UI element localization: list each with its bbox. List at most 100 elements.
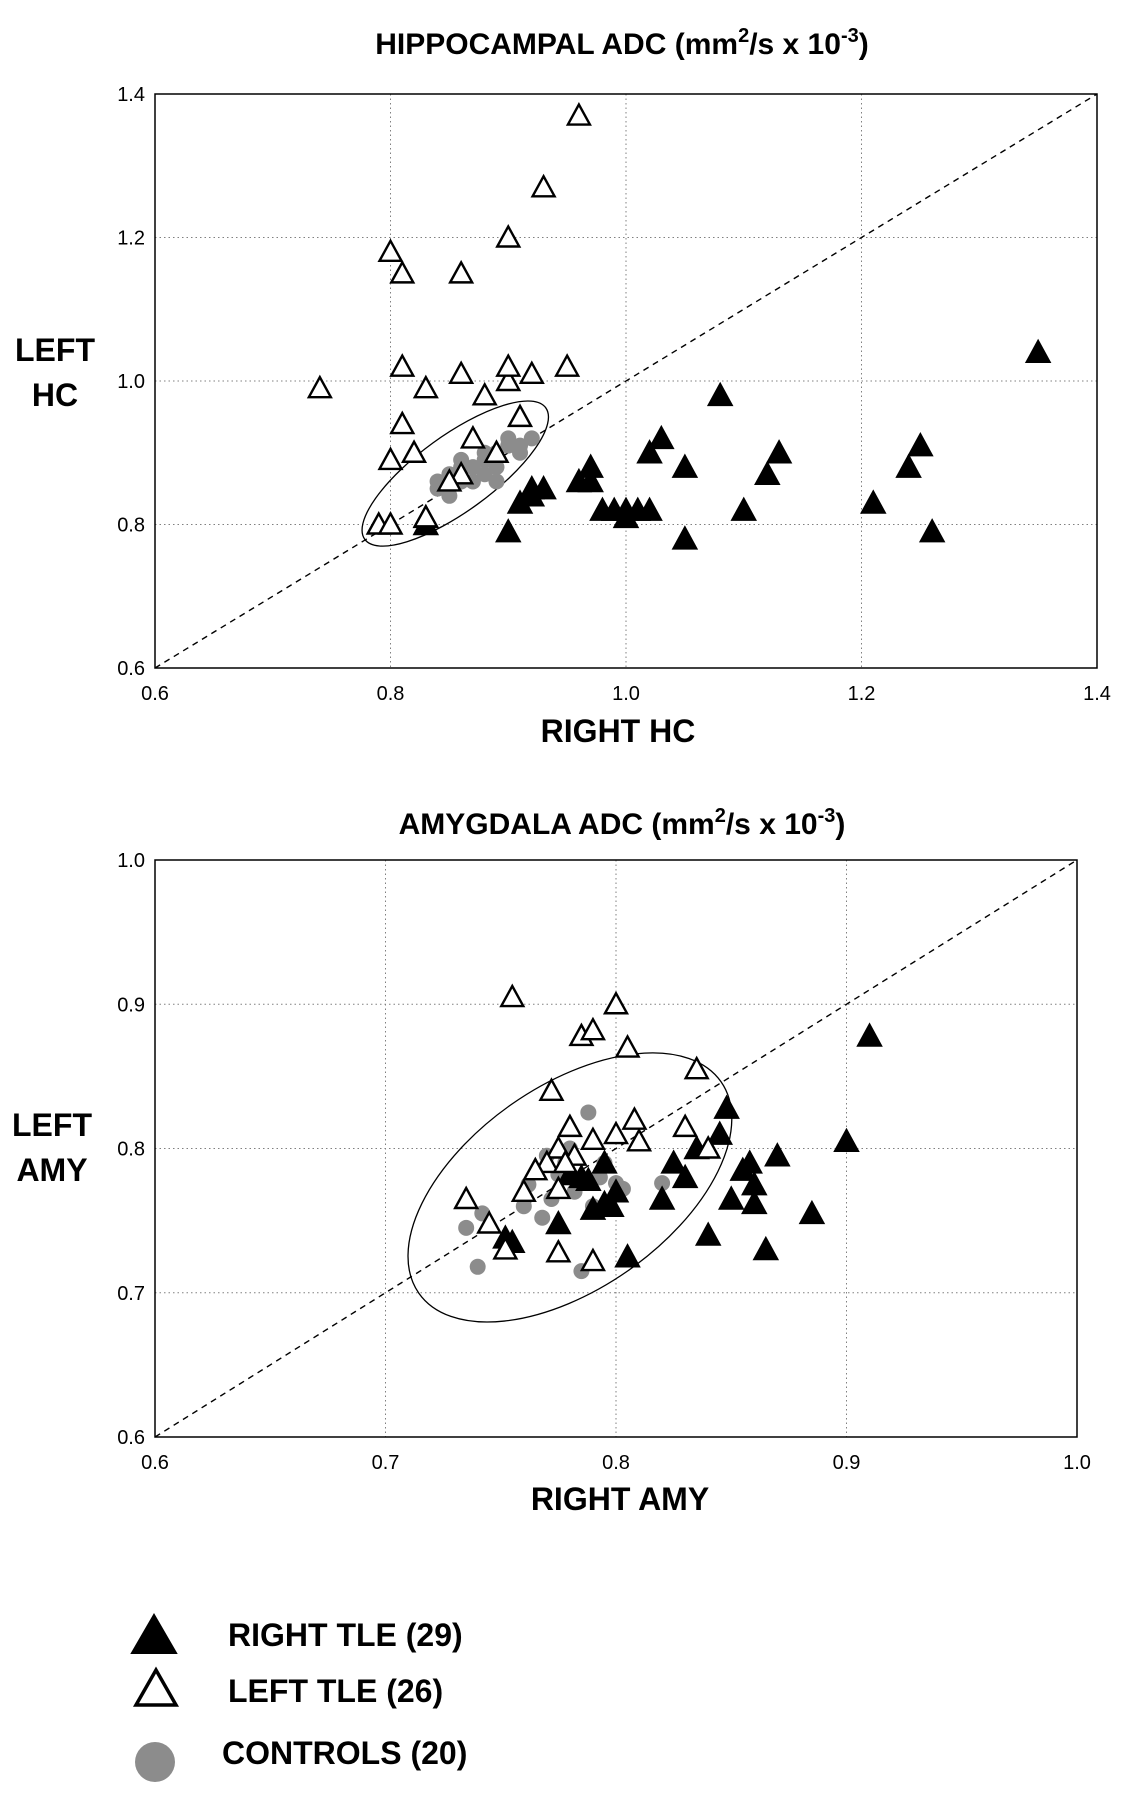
amygdala-right-tle-point [736, 1149, 763, 1174]
amygdala-right-tle-point [741, 1189, 768, 1215]
hippocampal-x-tick-label: 0.6 [141, 683, 169, 705]
hippocampal-grid [155, 94, 1097, 668]
hippocampal-right-tle-point [895, 453, 922, 478]
hippocampal-right-tle-point [577, 467, 604, 493]
hippocampal-y-tick-label: 1.2 [117, 228, 145, 250]
hippocampal-right-tle-point [706, 381, 734, 407]
amygdala-control-point [469, 1258, 486, 1275]
amygdala-x-tick-label: 0.8 [602, 1452, 630, 1474]
amygdala-y-label-line1: LEFT [12, 1107, 92, 1143]
amygdala-right-tle-point [660, 1149, 687, 1174]
amygdala-control-ellipse [407, 1052, 733, 1323]
hippocampal-right-tle-point [636, 496, 663, 521]
amygdala-left-tle-point [672, 1113, 699, 1138]
hippocampal-right-tle-point [907, 432, 934, 457]
hippocampal-right-tle-point [754, 460, 781, 486]
hippocampal-left-tle-point [471, 381, 498, 406]
legend: RIGHT TLE (29) LEFT TLE (26) CONTROLS (2… [130, 1613, 467, 1782]
amygdala-chart-title: AMYGDALA ADC (mm2/s x 10-3) [399, 805, 846, 841]
amygdala-x-tick-label: 0.9 [833, 1452, 861, 1474]
hippocampal-left-tle-point [448, 259, 475, 284]
hippocampal-left-tle-point [389, 353, 416, 377]
amygdala-right-tle-point [648, 1185, 676, 1210]
hippocampal-right-tle-point [671, 453, 699, 478]
legend-right-tle-marker [130, 1613, 178, 1654]
amygdala-left-tle-point [476, 1210, 503, 1234]
hippocampal-left-tle-point [377, 446, 404, 471]
hippocampal-control-point [488, 459, 505, 476]
amygdala-y-tick-label: 0.9 [117, 994, 145, 1016]
legend-controls-label: CONTROLS (20) [222, 1735, 467, 1771]
hippocampal-right-tle-point [494, 518, 522, 543]
legend-left-tle-marker [132, 1666, 180, 1707]
amygdala-y-tick-label: 0.6 [117, 1427, 145, 1449]
hippocampal-left-tle-point [495, 367, 522, 392]
amygdala-y-tick-label: 0.7 [117, 1283, 145, 1305]
hippocampal-x-ticks: 0.6 0.8 1.0 1.2 1.4 [141, 683, 1111, 705]
hippocampal-left-tle-point [389, 410, 416, 435]
amygdala-plot-frame [154, 859, 1078, 1438]
amygdala-chart: AMYGDALA ADC (mm2/s x 10-3) 0.6 0.7 0.8 0.9… [12, 805, 1091, 1517]
hippocampal-left-tle-point [448, 460, 475, 485]
amygdala-x-label: RIGHT AMY [531, 1481, 709, 1517]
hippocampal-control-point [476, 466, 493, 483]
amygdala-right-tle-point [545, 1209, 572, 1235]
hippocampal-y-tick-label: 0.8 [117, 515, 145, 537]
amygdala-control-point [458, 1219, 475, 1236]
hippocampal-left-tle-point [518, 360, 545, 385]
hippocampal-control-point [523, 430, 540, 447]
amygdala-control-point [515, 1198, 532, 1215]
amygdala-left-tle-point [545, 1175, 572, 1200]
hippocampal-right-tle-point [918, 518, 946, 543]
hippocampal-left-tle-point [495, 224, 522, 248]
hippocampal-y-label-line1: LEFT [15, 332, 95, 368]
amygdala-control-point [534, 1209, 551, 1226]
amygdala-right-tle-point [614, 1243, 641, 1268]
amygdala-right-tle-point [752, 1235, 780, 1261]
hippocampal-y-label-line2: HC [32, 377, 78, 413]
amygdala-points [453, 983, 883, 1280]
hippocampal-y-tick-label: 1.0 [117, 371, 145, 393]
hippocampal-identity-line [154, 93, 1098, 669]
hippocampal-left-tle-point [436, 467, 463, 492]
hippocampal-right-tle-point [860, 489, 887, 514]
hippocampal-left-tle-point [483, 439, 510, 463]
amygdala-right-tle-point [598, 1192, 625, 1217]
hippocampal-left-tle-point [389, 259, 416, 284]
amygdala-control-point [654, 1175, 671, 1192]
hippocampal-left-tle-point [401, 439, 428, 463]
amygdala-left-tle-point [602, 1120, 630, 1145]
amygdala-x-tick-label: 0.6 [141, 1452, 169, 1474]
hippocampal-right-tle-point [518, 475, 546, 500]
amygdala-left-tle-point [579, 1126, 606, 1151]
hippocampal-points [306, 102, 1052, 550]
amygdala-left-tle-point [579, 1247, 606, 1272]
amygdala-x-tick-label: 0.7 [372, 1452, 400, 1474]
hippocampal-right-tle-point [612, 503, 640, 529]
hippocampal-left-tle-point [565, 102, 592, 126]
amygdala-right-tle-point [591, 1149, 618, 1174]
amygdala-left-tle-point [453, 1185, 480, 1210]
amygdala-left-tle-point [538, 1077, 565, 1102]
amygdala-left-tle-point [695, 1135, 722, 1159]
hippocampal-left-tle-point [412, 374, 439, 399]
amygdala-left-tle-point [614, 1034, 641, 1058]
hippocampal-right-tle-point [765, 439, 793, 464]
amygdala-left-tle-point [621, 1106, 648, 1130]
amygdala-x-ticks: 0.6 0.7 0.8 0.9 1.0 [141, 1452, 1091, 1474]
hippocampal-control-point [441, 487, 458, 504]
amygdala-left-tle-point [510, 1178, 537, 1202]
amygdala-left-tle-point [552, 1149, 579, 1174]
hippocampal-right-tle-point [636, 439, 663, 464]
hippocampal-left-tle-point [554, 353, 581, 377]
hippocampal-chart-title: HIPPOCAMPAL ADC (mm2/s x 10-3) [375, 25, 868, 61]
amygdala-left-tle-point [602, 990, 630, 1015]
hippocampal-y-ticks: 0.6 0.8 1.0 1.2 1.4 [117, 84, 145, 680]
legend-left-tle-label: LEFT TLE (26) [228, 1673, 443, 1709]
amygdala-y-tick-label: 1.0 [117, 850, 145, 872]
hippocampal-left-tle-point [377, 511, 404, 535]
hippocampal-left-tle-point [506, 403, 534, 428]
hippocampal-right-tle-point [730, 496, 758, 521]
amygdala-left-tle-point [545, 1238, 572, 1263]
amygdala-left-tle-point [492, 1235, 519, 1260]
